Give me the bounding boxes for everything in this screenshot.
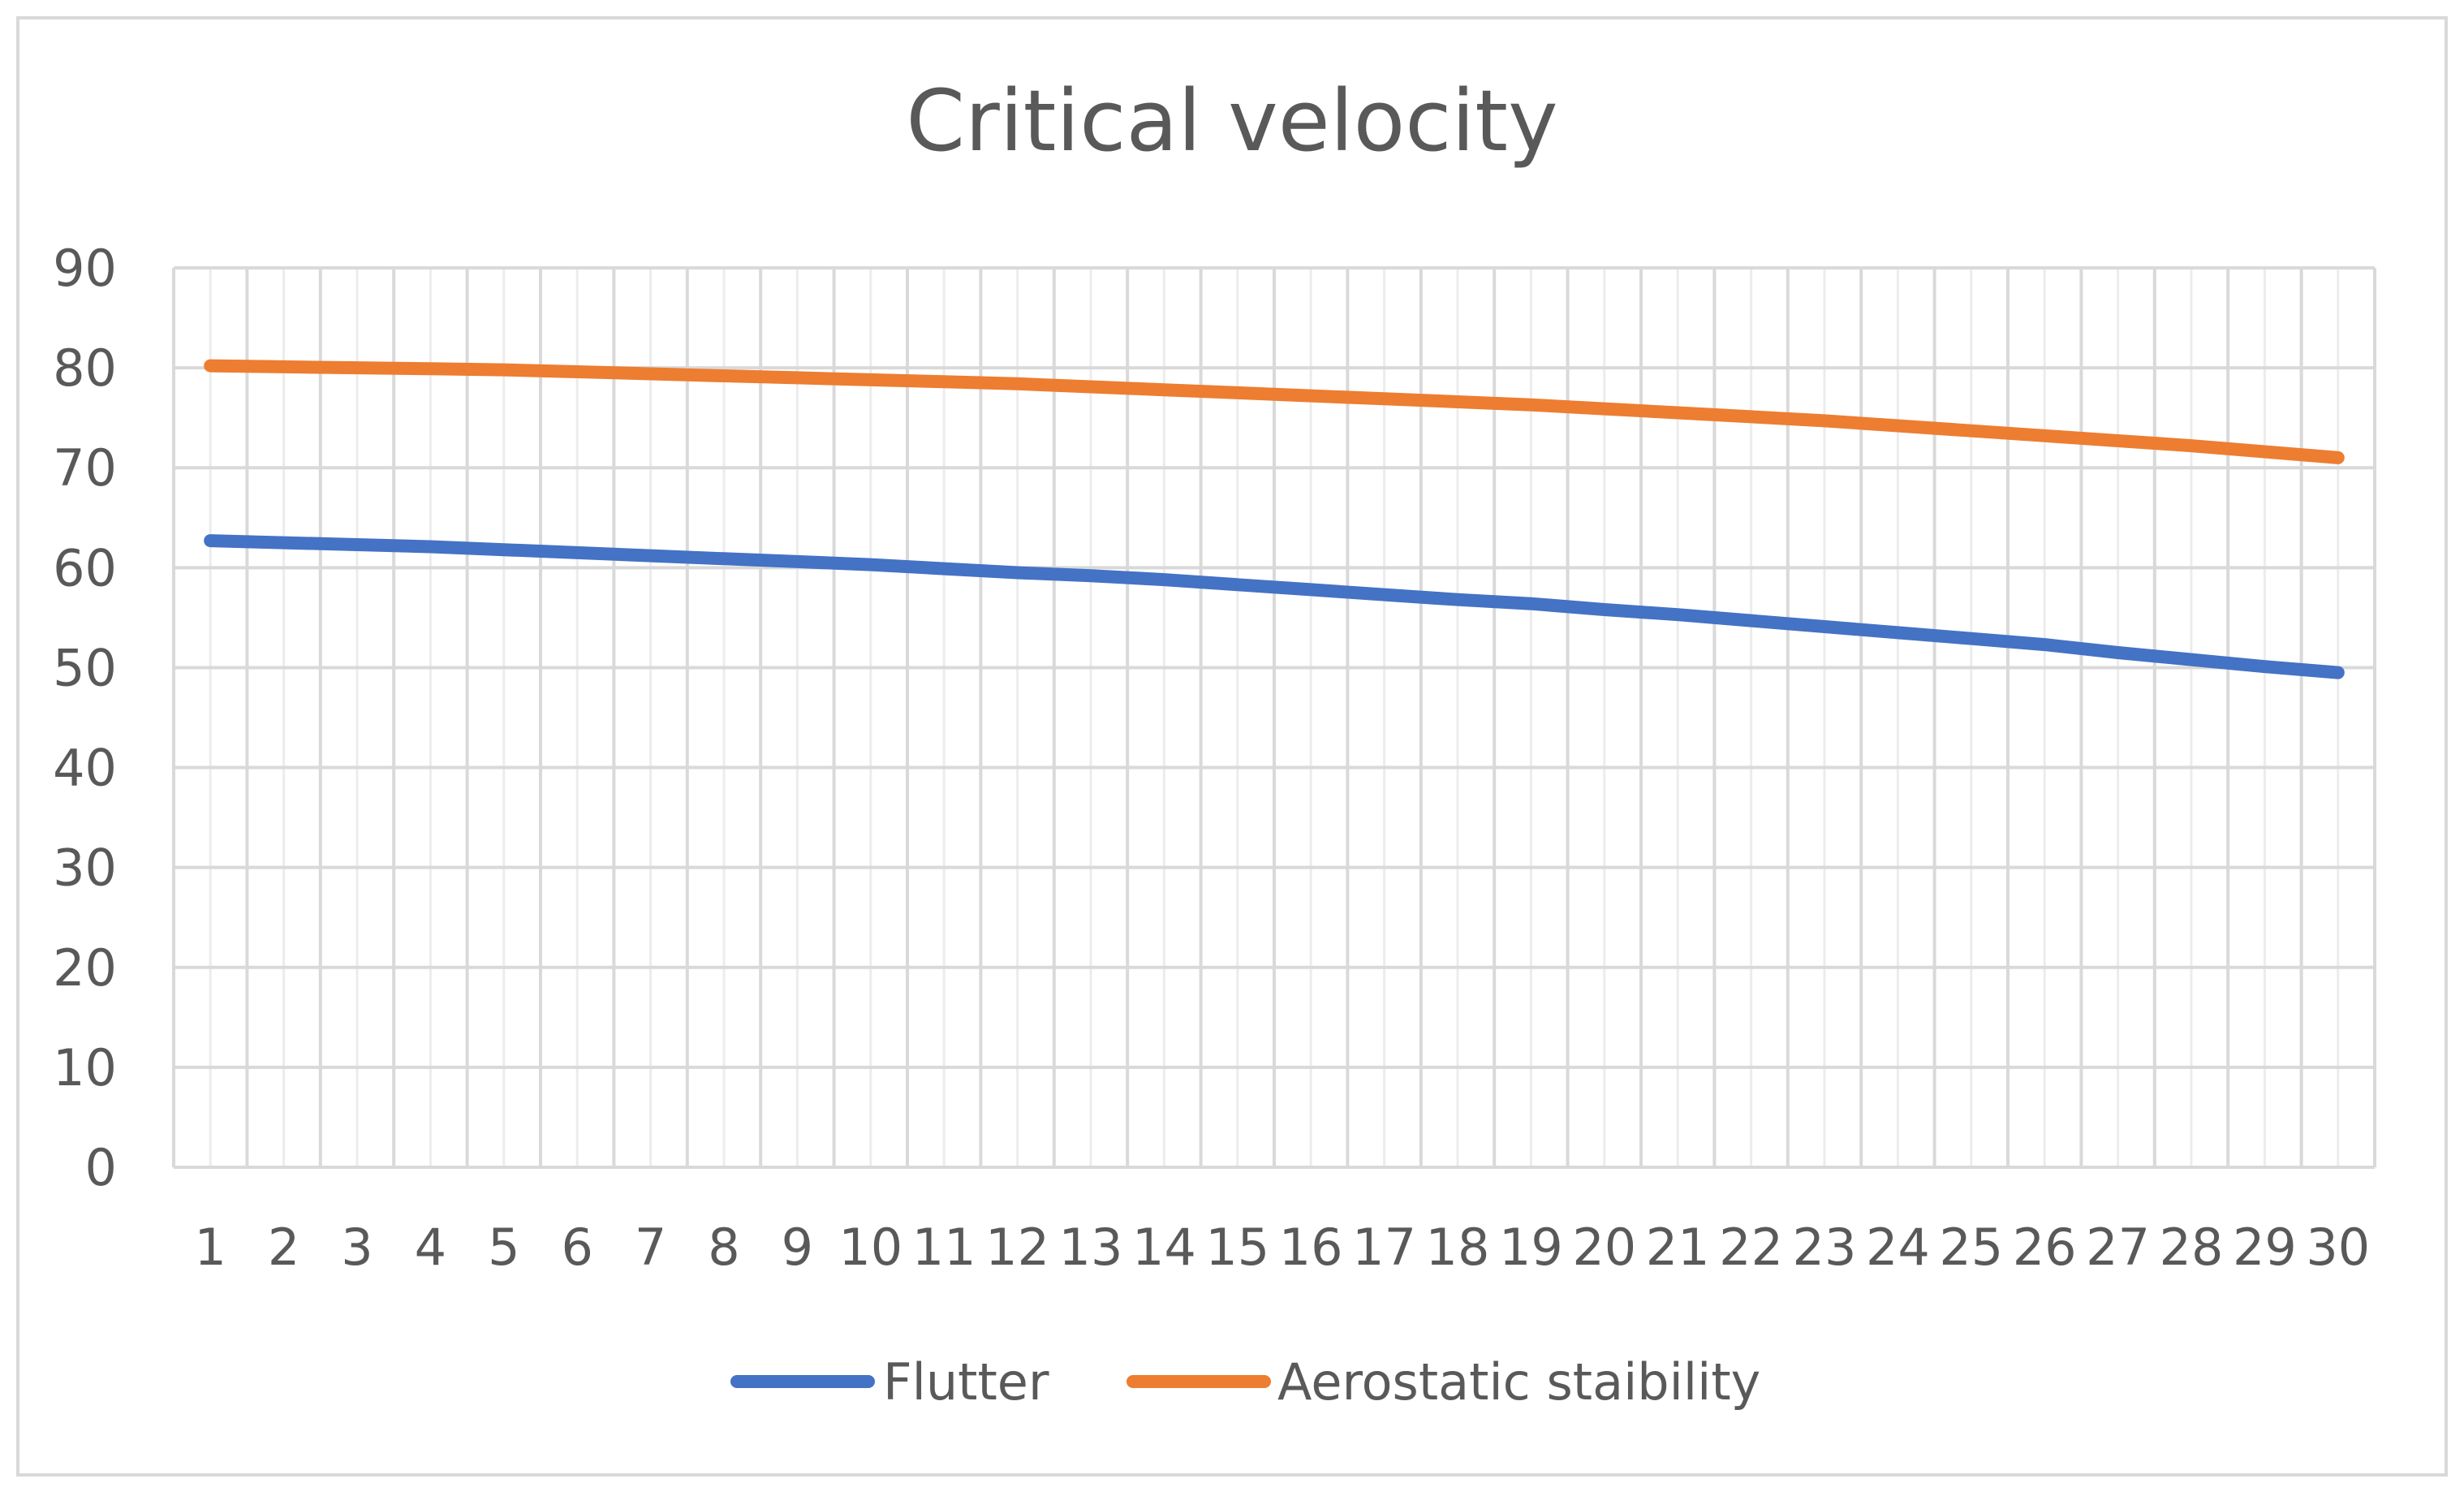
x-tick-label: 5 bbox=[488, 1218, 519, 1277]
x-tick-label: 25 bbox=[1939, 1218, 2003, 1277]
x-tick-label: 23 bbox=[1793, 1218, 1857, 1277]
x-tick-label: 12 bbox=[985, 1218, 1049, 1277]
y-tick-label: 40 bbox=[53, 739, 117, 798]
legend: Flutter Aerostatic staibility bbox=[730, 1352, 1760, 1412]
y-tick-label: 30 bbox=[53, 839, 117, 898]
y-tick-label: 60 bbox=[53, 538, 117, 597]
x-tick-label: 19 bbox=[1499, 1218, 1563, 1277]
x-tick-label: 17 bbox=[1352, 1218, 1416, 1277]
x-tick-label: 3 bbox=[341, 1218, 373, 1277]
x-tick-label: 8 bbox=[708, 1218, 739, 1277]
y-tick-label: 0 bbox=[85, 1138, 117, 1197]
x-tick-label: 11 bbox=[912, 1218, 976, 1277]
gridlines bbox=[172, 266, 2376, 1169]
x-tick-label: 9 bbox=[782, 1218, 813, 1277]
x-tick-label: 22 bbox=[1719, 1218, 1783, 1277]
x-tick-label: 28 bbox=[2160, 1218, 2224, 1277]
x-tick-label: 27 bbox=[2086, 1218, 2150, 1277]
x-tick-label: 26 bbox=[2013, 1218, 2077, 1277]
x-tick-label: 10 bbox=[838, 1218, 902, 1277]
legend-label: Flutter bbox=[883, 1352, 1049, 1412]
x-tick-label: 16 bbox=[1279, 1218, 1343, 1277]
y-tick-label: 50 bbox=[53, 638, 117, 697]
x-tick-label: 24 bbox=[1866, 1218, 1930, 1277]
x-tick-label: 29 bbox=[2233, 1218, 2297, 1277]
x-tick-label: 20 bbox=[1572, 1218, 1636, 1277]
y-tick-label: 90 bbox=[53, 239, 117, 298]
x-tick-label: 21 bbox=[1646, 1218, 1710, 1277]
chart-border bbox=[16, 16, 2448, 1477]
series-lines bbox=[204, 359, 2345, 679]
x-tick-label: 18 bbox=[1426, 1218, 1490, 1277]
y-tick-label: 70 bbox=[53, 438, 117, 498]
chart-title: Critical velocity bbox=[906, 71, 1557, 170]
x-tick-label: 15 bbox=[1205, 1218, 1269, 1277]
x-tick-label: 7 bbox=[635, 1218, 666, 1277]
y-tick-label: 20 bbox=[53, 938, 117, 998]
x-tick-label: 1 bbox=[194, 1218, 226, 1277]
series-line-aerostatic-staibility bbox=[204, 359, 2345, 464]
x-tick-label: 4 bbox=[415, 1218, 446, 1277]
x-tick-label: 2 bbox=[268, 1218, 299, 1277]
x-tick-label: 13 bbox=[1059, 1218, 1123, 1277]
legend-label: Aerostatic staibility bbox=[1277, 1352, 1760, 1412]
y-tick-label: 10 bbox=[53, 1038, 117, 1097]
series-line-flutter bbox=[204, 534, 2345, 679]
y-tick-label: 80 bbox=[53, 338, 117, 398]
x-tick-label: 6 bbox=[561, 1218, 592, 1277]
x-tick-label: 14 bbox=[1132, 1218, 1196, 1277]
x-tick-label: 30 bbox=[2306, 1218, 2370, 1277]
